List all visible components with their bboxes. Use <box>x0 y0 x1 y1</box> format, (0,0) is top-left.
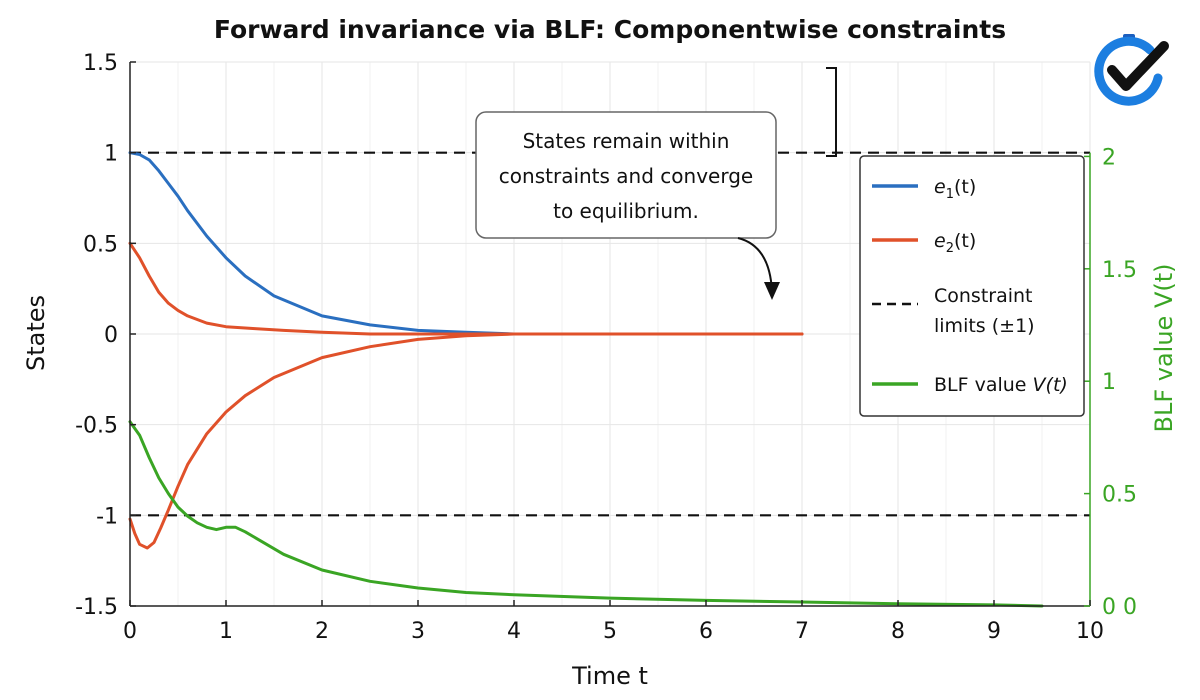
x-tick-label-10: 10 <box>1076 619 1104 644</box>
y2-tick-label-1: 1.5 <box>1102 258 1137 283</box>
x-tick-label-0: 0 <box>123 619 137 644</box>
checkmark-clock-icon <box>1094 34 1169 106</box>
annotation-line-3: to equilibrium. <box>553 199 699 223</box>
legend-label-constraint-2: limits (±1) <box>934 315 1035 337</box>
y2-tick-label-2: 1 <box>1102 370 1116 395</box>
x-tick-label-3: 3 <box>411 619 425 644</box>
y2-tick-label-4: 0 0 <box>1102 595 1137 620</box>
x-tick-labels: 0 1 2 3 4 5 6 7 8 9 10 <box>123 619 1104 644</box>
y-tick-label-3: 0 <box>104 323 118 348</box>
x-tick-label-9: 9 <box>987 619 1001 644</box>
y-axis-title: States <box>22 295 50 371</box>
x-tick-label-8: 8 <box>891 619 905 644</box>
series-line-2 <box>128 332 804 550</box>
legend-label-blf: BLF value V(t) <box>934 374 1068 396</box>
y-tick-label-5: -1 <box>96 504 118 529</box>
legend-box <box>859 155 1085 417</box>
y-tick-label-6: -1.5 <box>75 595 118 620</box>
circle-arc-icon <box>1094 36 1163 106</box>
top-bracket <box>826 67 837 157</box>
y2-axis-title: BLF value V(t) <box>1150 263 1178 432</box>
x-tick-label-4: 4 <box>507 619 521 644</box>
y-tick-label-1: 1 <box>104 142 118 167</box>
chart-title: Forward invariance via BLF: Componentwis… <box>214 15 1006 44</box>
x-tick-label-5: 5 <box>603 619 617 644</box>
y-tick-label-2: 0.5 <box>83 232 118 257</box>
legend-label-e1: e1(t) <box>934 176 976 202</box>
series-lines <box>128 151 1044 608</box>
checkmark-icon <box>1107 41 1169 91</box>
legend-label-constraint-1: Constraint <box>934 285 1033 307</box>
x-axis-title-text: Time t <box>571 662 648 690</box>
x-tick-label-7: 7 <box>795 619 809 644</box>
annotation-arrowhead <box>764 282 780 300</box>
x-axis-title: Time t <box>571 662 648 690</box>
annotation-callout: States remain within constraints and con… <box>475 111 780 300</box>
legend: e1(t) e2(t) Constraint limits (±1) BLF v… <box>859 155 1085 417</box>
x-tick-label-2: 2 <box>315 619 329 644</box>
x-tick-label-1: 1 <box>219 619 233 644</box>
y2-tick-labels: 2 1.5 1 0.5 0 0 <box>1102 145 1137 620</box>
annotation-line-1: States remain within <box>523 129 730 153</box>
constraint-lines <box>130 151 1090 517</box>
annotation-line-2: constraints and converge <box>499 164 753 188</box>
axes <box>129 61 1091 607</box>
y2-tick-label-3: 0.5 <box>1102 483 1137 508</box>
y-tick-label-4: -0.5 <box>75 414 118 439</box>
y-tick-label-0: 1.5 <box>83 51 118 76</box>
y2-tick-label-0: 2 <box>1102 145 1116 170</box>
series-line-3 <box>128 420 1044 608</box>
x-tick-label-6: 6 <box>699 619 713 644</box>
annotation-box <box>475 111 777 239</box>
y-tick-labels: 1.5 1 0.5 0 -0.5 -1 -1.5 <box>75 51 118 620</box>
legend-label-e2: e2(t) <box>934 230 976 256</box>
